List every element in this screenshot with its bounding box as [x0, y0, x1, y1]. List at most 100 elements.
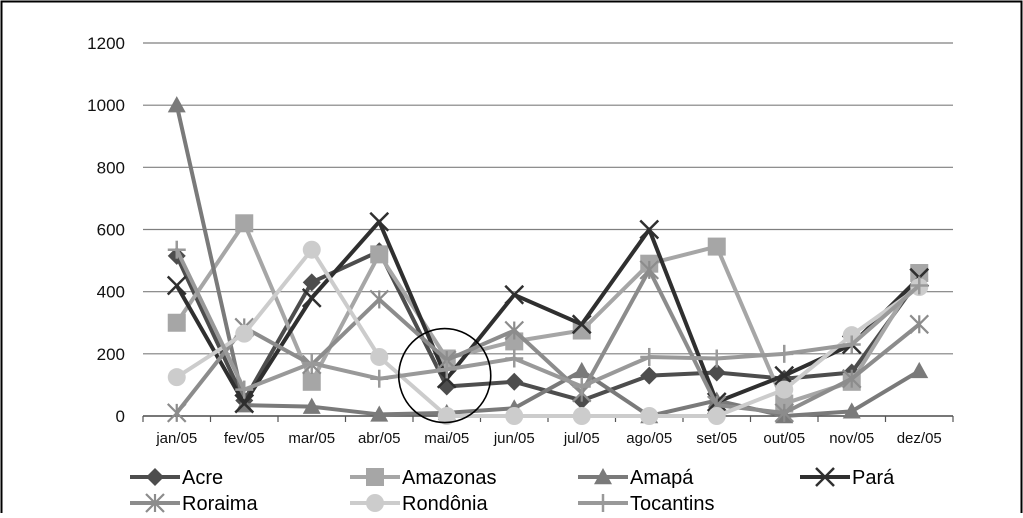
- x-tick-label: ago/05: [626, 430, 672, 447]
- series-line-rondonia: [175, 247, 921, 418]
- data-point: [505, 372, 524, 391]
- x-tick-label: fev/05: [224, 430, 265, 447]
- legend-label: Tocantins: [630, 493, 715, 513]
- y-tick-label: 1000: [87, 96, 125, 115]
- data-point: [572, 321, 591, 340]
- series-line-amapa: [174, 104, 921, 418]
- data-point: [572, 407, 591, 425]
- data-point: [370, 347, 389, 366]
- data-point: [505, 349, 524, 368]
- series-line-para: [175, 219, 921, 406]
- x-tick-label: mar/05: [288, 430, 335, 447]
- x-tick-label: out/05: [763, 430, 805, 447]
- data-point: [640, 366, 659, 385]
- legend-item-roraima: Roraima: [130, 493, 258, 515]
- highlight-circle: [397, 327, 492, 424]
- legend-label: Acre: [182, 467, 223, 489]
- x-tick-label: jun/05: [493, 430, 535, 447]
- data-point: [302, 354, 321, 373]
- data-point: [909, 314, 930, 335]
- legend-label: Roraima: [182, 493, 258, 513]
- data-point: [774, 365, 795, 386]
- data-point: [369, 289, 390, 310]
- legend-item-acre: Acre: [130, 467, 223, 489]
- data-point: [910, 361, 929, 379]
- data-point: [167, 96, 186, 113]
- data-point: [302, 397, 321, 414]
- legend-label: Amazonas: [402, 467, 497, 489]
- x-tick-label: nov/05: [829, 430, 874, 447]
- y-axis-ticks: 0 200 400 600 800 1000 1200: [87, 34, 125, 426]
- data-point: [707, 407, 726, 425]
- data-point: [235, 380, 254, 399]
- legend-item-tocantins: Tocantins: [578, 493, 715, 515]
- legend-item-amazonas: Amazonas: [350, 467, 497, 489]
- data-point: [640, 347, 659, 366]
- data-point: [572, 361, 591, 379]
- data-point: [302, 273, 321, 292]
- data-point: [302, 240, 321, 259]
- data-point: [639, 219, 660, 240]
- series-rondonia: [167, 240, 929, 425]
- annotation-layer: [397, 327, 492, 424]
- legend-marker: [594, 468, 612, 485]
- legend-marker: [366, 494, 384, 512]
- legend-marker: [594, 494, 612, 512]
- data-point: [505, 407, 524, 425]
- legend-marker: [146, 468, 164, 486]
- data-point: [571, 314, 592, 335]
- legend-label: Pará: [852, 467, 895, 489]
- legend-marker: [366, 468, 384, 486]
- data-point: [235, 324, 254, 343]
- data-point: [370, 405, 389, 422]
- data-point: [166, 403, 187, 423]
- x-tick-label: jan/05: [155, 430, 197, 447]
- data-point: [302, 372, 321, 391]
- data-point: [841, 368, 862, 389]
- data-point: [167, 313, 186, 332]
- x-tick-label: dez/05: [897, 430, 942, 447]
- data-point: [842, 335, 861, 354]
- data-point: [504, 284, 525, 305]
- data-point: [775, 344, 794, 363]
- data-point: [842, 402, 861, 419]
- data-point: [167, 240, 186, 259]
- y-tick-label: 0: [116, 407, 125, 426]
- y-tick-label: 200: [97, 345, 125, 364]
- legend-marker: [815, 467, 835, 487]
- data-point: [707, 363, 726, 382]
- data-point: [166, 275, 187, 296]
- legend-marker: [145, 493, 165, 513]
- series-tocantins: [167, 240, 929, 399]
- x-tick-label: abr/05: [358, 430, 401, 447]
- data-point: [707, 349, 726, 368]
- data-point: [370, 245, 389, 264]
- data-point: [572, 377, 591, 396]
- series-line-amazonas: [175, 221, 921, 406]
- data-point: [707, 237, 726, 256]
- legend-label: Rondônia: [402, 493, 489, 513]
- legend-item-para: Pará: [800, 467, 895, 489]
- y-tick-label: 400: [97, 283, 125, 302]
- data-point: [437, 360, 456, 379]
- y-tick-label: 1200: [87, 34, 125, 53]
- series-line-roraima: [175, 267, 921, 415]
- x-tick-label: set/05: [696, 430, 737, 447]
- data-point: [504, 320, 525, 341]
- data-point: [234, 393, 255, 414]
- data-point: [167, 368, 186, 387]
- legend: Acre Amazonas Amapá Pará Roraima Rondônia Toca…: [130, 467, 895, 515]
- x-tick-label: mai/05: [424, 430, 469, 447]
- y-tick-label: 800: [97, 158, 125, 177]
- legend-item-amapa: Amapá: [578, 467, 694, 489]
- y-tick-label: 600: [97, 221, 125, 240]
- data-point: [640, 407, 659, 425]
- series-line-tocantins: [174, 248, 921, 392]
- data-point: [774, 403, 795, 423]
- data-point: [437, 407, 456, 425]
- data-point: [370, 369, 389, 388]
- series-lines: [166, 96, 930, 425]
